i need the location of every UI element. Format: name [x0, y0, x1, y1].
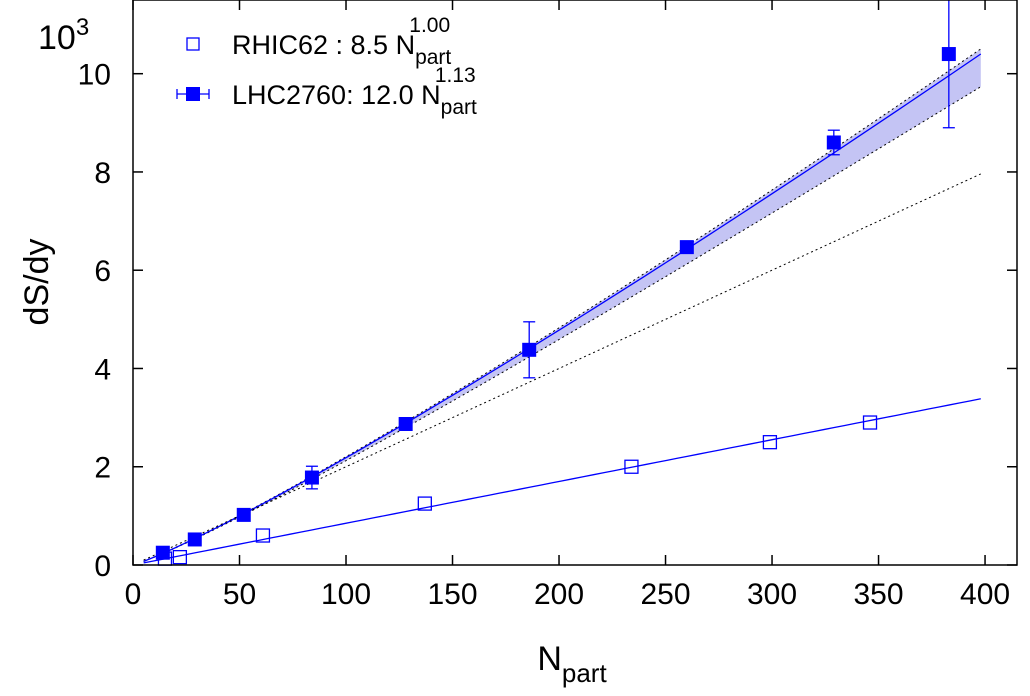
y-axis-multiplier: 103 [38, 14, 89, 57]
band-area [143, 48, 981, 562]
fit-line-lhc2760 [143, 53, 982, 562]
x-tick-label: 150 [427, 578, 477, 611]
legend: RHIC62 : 8.5 Npart1.00 LHC2760: 12.0 Npa… [176, 14, 477, 119]
data-point-lhc2760 [398, 416, 413, 431]
fit-line-rhic62 [143, 398, 981, 564]
y-tick-label: 4 [94, 353, 111, 386]
legend-label-rhic62: RHIC62 : 8.5 Npart1.00 [232, 14, 451, 69]
data-point-rhic62 [862, 415, 878, 430]
legend-label-lhc2760: LHC2760: 12.0 Npart1.13 [232, 64, 477, 119]
y-axis-title: dS/dy [18, 239, 56, 326]
data-point-rhic62 [255, 528, 271, 543]
x-tick-label: 200 [534, 578, 584, 611]
y-tick-label: 0 [94, 550, 111, 583]
uncertainty-band [143, 48, 982, 562]
data-point-lhc2760 [236, 507, 251, 522]
data-point-rhic62 [172, 549, 188, 565]
data-point-lhc2760 [155, 545, 170, 560]
axis-ticks: 0 50 100 150 200 250 300 350 400 0 2 4 6 8 10 [78, 0, 1017, 611]
x-tick-label: 250 [640, 578, 690, 611]
data-point-rhic62 [762, 435, 778, 450]
y-tick-label: 2 [94, 452, 111, 485]
legend-entry-rhic62: RHIC62 : 8.5 Npart1.00 [186, 14, 451, 69]
data-point-lhc2760 [187, 532, 202, 547]
data-points [155, 0, 956, 566]
legend-marker-filled-square [186, 87, 200, 101]
fit-lines [143, 53, 982, 564]
data-point-rhic62 [624, 459, 639, 474]
band-upper-dotted [143, 48, 982, 562]
data-point-lhc2760 [941, 47, 956, 62]
x-tick-label: 50 [223, 578, 256, 611]
x-tick-label: 300 [747, 578, 797, 611]
data-point-lhc2760 [304, 470, 319, 485]
data-point-lhc2760 [826, 135, 841, 150]
y-tick-label: 10 [78, 59, 111, 92]
data-point-lhc2760 [679, 240, 694, 255]
data-point-rhic62 [417, 496, 432, 511]
y-tick-label: 8 [94, 157, 111, 190]
x-tick-label: 0 [125, 578, 142, 611]
x-tick-label: 100 [321, 578, 371, 611]
y-tick-label: 6 [94, 255, 111, 288]
data-point-lhc2760 [522, 342, 537, 357]
x-tick-label: 350 [854, 578, 904, 611]
legend-entry-lhc2760: LHC2760: 12.0 Npart1.13 [176, 64, 477, 119]
x-tick-label: 400 [960, 578, 1010, 611]
reference-line-dotted [143, 173, 981, 561]
legend-marker-open-square [186, 37, 200, 51]
x-axis-title: Npart [537, 640, 607, 688]
plot-frame [132, 0, 1018, 566]
